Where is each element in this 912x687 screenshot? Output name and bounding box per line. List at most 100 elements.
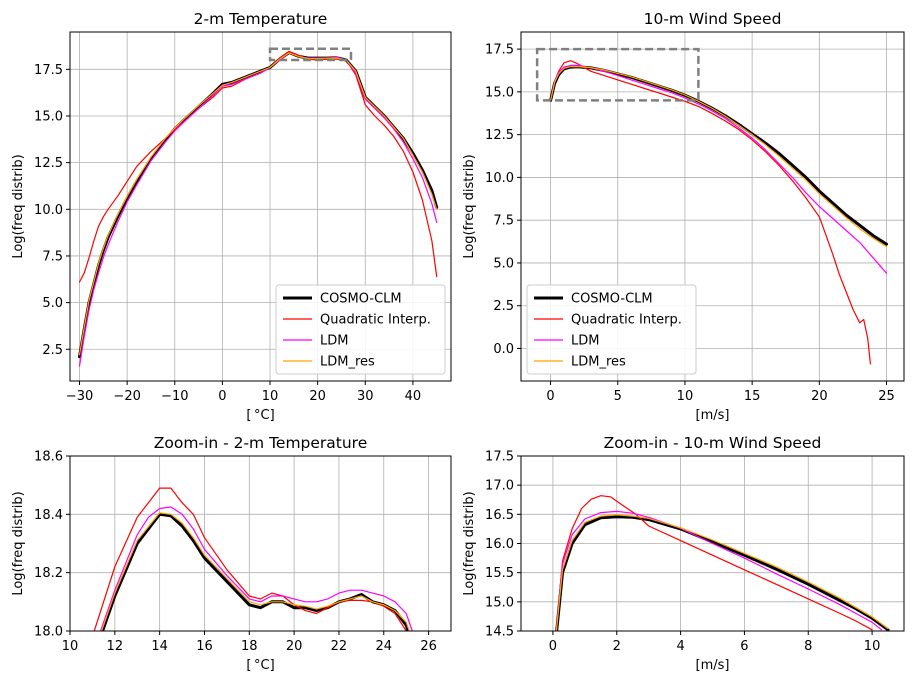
chart-title: Zoom-in - 10-m Wind Speed: [604, 434, 822, 452]
y-tick-label: 7.5: [42, 249, 63, 264]
x-tick-label: 22: [331, 639, 348, 654]
y-tick-label: 15.0: [485, 85, 514, 100]
x-tick-label: 20: [811, 389, 828, 404]
legend-label: LDM: [320, 334, 348, 349]
x-tick-label: 12: [107, 639, 124, 654]
x-tick-label: 20: [286, 639, 303, 654]
x-tick-label: 25: [878, 389, 895, 404]
series-line-ldm-res: [555, 514, 889, 631]
panel-wind_zoom: 0 2 4 6 8 10 14.5 15.0 15.5 16.0 16.5 17.0 17.5 Zoom-…: [462, 434, 905, 673]
legend-label: COSMO-CLM: [571, 292, 653, 307]
series-line-cosmo-clm: [549, 65, 888, 246]
series-line-cosmo-clm: [555, 515, 890, 631]
y-tick-label: 18.4: [34, 508, 63, 523]
legend: COSMO-CLM Quadratic Interp. LDM LDM_res: [526, 284, 697, 375]
y-tick-label: 17.5: [34, 63, 63, 78]
legend-label: Quadratic Interp.: [320, 313, 431, 328]
x-tick-label: 5: [614, 389, 622, 404]
y-tick-label: 17.5: [485, 450, 514, 465]
axes-frame: [520, 31, 905, 382]
y-tick-label: 15.0: [485, 595, 514, 610]
y-axis-label: Log(freq distrib): [11, 154, 26, 258]
x-tick-label: 6: [740, 639, 748, 654]
legend-label: LDM: [571, 334, 599, 349]
y-tick-label: 2.5: [493, 299, 514, 314]
y-axis-label: Log(freq distrib): [462, 491, 477, 595]
series-line-quadratic-interp-: [78, 50, 438, 283]
y-axis-label: Log(freq distrib): [462, 154, 477, 258]
zoom-region-box: [268, 47, 353, 62]
panel-temp_zoom: 10 12 14 16 18 20 22 24 26 18.0 18.2 18.4 18.6 Zoom-i…: [11, 434, 452, 673]
legend-box: [275, 284, 446, 375]
series-group: [93, 487, 413, 631]
y-tick-label: 18.0: [34, 625, 63, 640]
x-tick-label: 30: [357, 389, 374, 404]
y-tick-label: 16.0: [485, 537, 514, 552]
y-tick-label: 5.0: [42, 296, 63, 311]
legend-label: LDM_res: [320, 355, 375, 370]
y-tick-label: 17.0: [485, 479, 514, 494]
x-tick-label: 18: [241, 639, 258, 654]
series-group: [549, 60, 888, 365]
x-tick-label: 4: [676, 639, 684, 654]
y-tick-label: 15.5: [485, 566, 514, 581]
x-tick-label: 26: [420, 639, 437, 654]
zoom-region-box: [535, 47, 700, 102]
x-tick-label: 0: [546, 389, 554, 404]
y-tick-label: 14.5: [485, 625, 514, 640]
y-tick-label: 12.5: [34, 156, 63, 171]
series-line-quadratic-interp-: [93, 487, 407, 631]
x-axis-label: [ °C]: [246, 658, 274, 673]
y-tick-label: 10.0: [485, 171, 514, 186]
series-line-ldm-res: [78, 52, 438, 356]
x-tick-label: 40: [405, 389, 422, 404]
x-tick-label: −30: [66, 389, 93, 404]
x-tick-label: 24: [375, 639, 392, 654]
legend-label: Quadratic Interp.: [571, 313, 682, 328]
axes-frame: [69, 31, 452, 382]
series-line-ldm: [99, 506, 413, 631]
series-line-ldm: [78, 52, 438, 367]
series-group: [555, 495, 890, 631]
y-axis-label: Log(freq distrib): [11, 491, 26, 595]
chart-title: 2-m Temperature: [194, 10, 328, 28]
x-tick-label: 16: [196, 639, 213, 654]
x-tick-label: 15: [744, 389, 761, 404]
x-tick-label: 20: [309, 389, 326, 404]
x-tick-label: −20: [113, 389, 140, 404]
y-tick-label: 16.5: [485, 508, 514, 523]
x-tick-label: 8: [804, 639, 812, 654]
y-tick-label: 0.0: [493, 342, 514, 357]
x-tick-label: 10: [864, 639, 881, 654]
x-tick-label: 10: [262, 389, 279, 404]
x-tick-label: 0: [218, 389, 226, 404]
legend-box: [526, 284, 697, 375]
y-tick-label: 18.6: [34, 450, 63, 465]
legend-label: LDM_res: [571, 355, 626, 370]
chart-title: Zoom-in - 2-m Temperature: [154, 434, 368, 452]
y-tick-label: 2.5: [42, 343, 63, 358]
series-group: [78, 50, 439, 367]
y-tick-label: 10.0: [34, 203, 63, 218]
x-tick-label: 14: [151, 639, 168, 654]
panel-temp_main: −30 −20 −10 0 10 20 30 40 2.5 5.0 7.5 10.0 12.5 15.0 1…: [11, 10, 452, 423]
y-tick-label: 7.5: [493, 214, 514, 229]
series-line-ldm-res: [549, 65, 888, 248]
series-line-quadratic-interp-: [555, 495, 873, 631]
panel-wind_main: 0 5 10 15 20 25 0.0 2.5 5.0 7.5 10.0 12.5 15.0 17.5 10…: [462, 10, 905, 423]
x-tick-label: 0: [549, 639, 557, 654]
y-tick-label: 15.0: [34, 109, 63, 124]
x-axis-label: [m/s]: [696, 658, 730, 673]
y-tick-label: 18.2: [34, 566, 63, 581]
x-axis-label: [ °C]: [246, 408, 274, 423]
y-tick-label: 17.5: [485, 43, 514, 58]
x-tick-label: 10: [62, 639, 79, 654]
chart-title: 10-m Wind Speed: [644, 10, 782, 28]
series-line-ldm: [549, 64, 888, 274]
x-axis-label: [m/s]: [696, 408, 730, 423]
series-line-ldm-res: [100, 512, 410, 631]
x-tick-label: −10: [161, 389, 188, 404]
x-tick-label: 2: [613, 639, 621, 654]
y-tick-label: 12.5: [485, 128, 514, 143]
